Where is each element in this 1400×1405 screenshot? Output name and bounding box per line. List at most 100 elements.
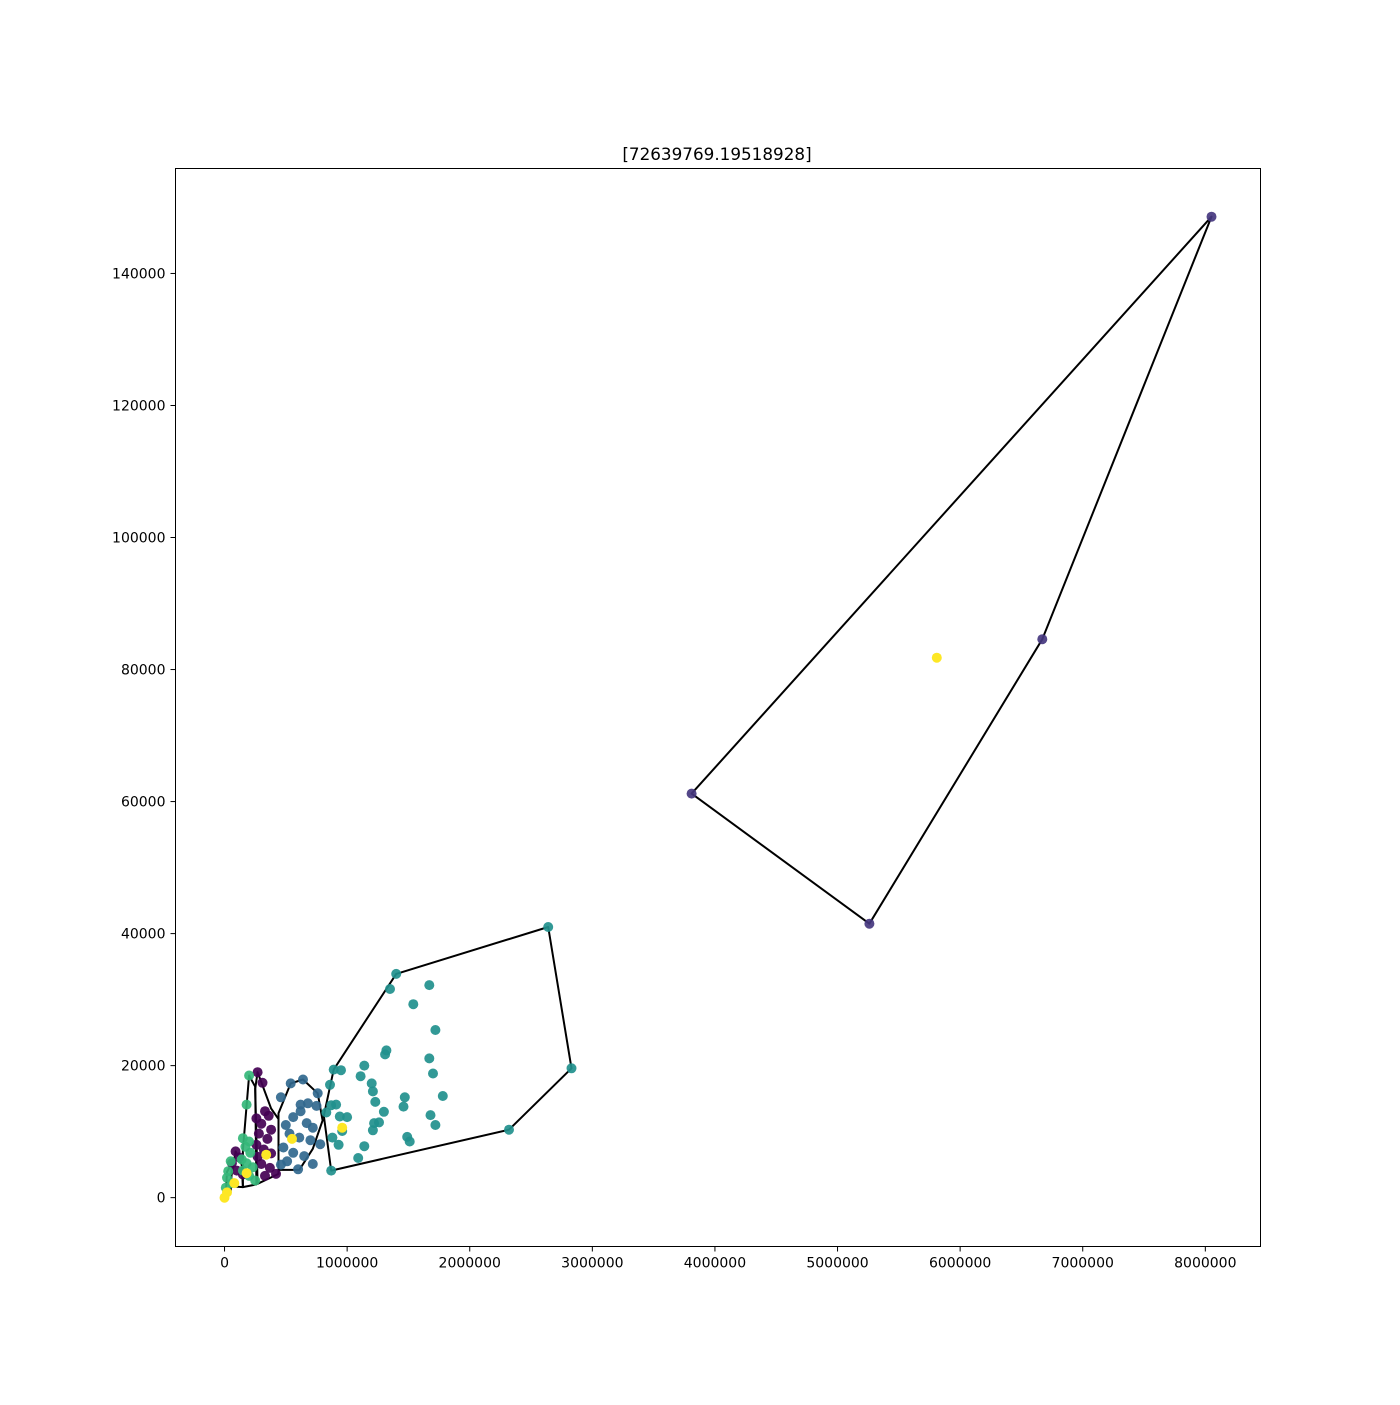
- scatter-point: [331, 1099, 342, 1110]
- scatter-point: [327, 1132, 338, 1143]
- scatter-point: [367, 1125, 378, 1136]
- scatter-point: [353, 1153, 364, 1163]
- scatter-point: [311, 1100, 322, 1111]
- x-tick-label: 1000000: [316, 1256, 378, 1272]
- centroid-point: [229, 1178, 240, 1189]
- scatter-point: [374, 1117, 384, 1128]
- scatter-point: [256, 1118, 267, 1129]
- centroid-point: [219, 1192, 230, 1203]
- centroid-point: [337, 1122, 348, 1133]
- scatter-point: [299, 1151, 310, 1162]
- y-tick-label: 140000: [112, 266, 165, 282]
- scatter-point: [257, 1077, 268, 1088]
- scatter-point: [288, 1112, 299, 1123]
- scatter-point: [263, 1110, 274, 1121]
- scatter-point: [307, 1159, 318, 1169]
- scatter-point: [391, 968, 402, 979]
- scatter-point: [285, 1078, 296, 1089]
- scatter-point: [425, 1110, 436, 1121]
- scatter-point: [288, 1147, 299, 1158]
- scatter-point: [334, 1111, 345, 1122]
- scatter-point: [252, 1067, 263, 1078]
- x-tick-label: 6000000: [929, 1256, 991, 1272]
- scatter-point: [256, 1159, 267, 1169]
- x-tick-label: 4000000: [684, 1256, 746, 1272]
- scatter-point: [253, 1128, 264, 1139]
- scatter-point: [370, 1096, 381, 1107]
- x-axis: 0 1000000 2000000 3000000 4000000 5000000 6000…: [220, 1246, 1237, 1272]
- scatter-point: [424, 980, 435, 991]
- scatter-point: [428, 1068, 438, 1079]
- scatter-point: [399, 1092, 410, 1103]
- y-tick-label: 20000: [121, 1059, 166, 1075]
- scatter-point: [864, 918, 875, 929]
- scatter-point: [298, 1074, 308, 1085]
- x-tick-label: 8000000: [1174, 1256, 1236, 1272]
- scatter-point: [404, 1136, 415, 1147]
- scatter-point: [326, 1165, 337, 1176]
- scatter-point: [260, 1170, 270, 1181]
- scatter-point: [225, 1156, 236, 1167]
- scatter-point: [566, 1063, 577, 1074]
- scatter-point: [305, 1135, 316, 1146]
- plot-frame: [175, 168, 1261, 1247]
- scatter-point: [264, 1162, 275, 1173]
- x-tick-label: 2000000: [439, 1256, 501, 1272]
- x-tick-label: 5000000: [806, 1256, 868, 1272]
- scatter-point: [543, 922, 554, 932]
- centroid-point: [931, 652, 942, 663]
- scatter-point: [408, 999, 419, 1010]
- scatter-point: [336, 1065, 346, 1076]
- scatter-point: [1037, 634, 1048, 645]
- scatter-point: [280, 1120, 291, 1130]
- y-tick-label: 120000: [112, 398, 165, 414]
- centroids-layer: [219, 652, 942, 1203]
- scatter-point: [275, 1159, 286, 1170]
- scatter-point: [333, 1139, 344, 1150]
- scatter-point: [321, 1107, 332, 1118]
- y-tick-label: 40000: [121, 927, 166, 943]
- scatter-point: [424, 1053, 435, 1064]
- scatter-point: [398, 1101, 409, 1112]
- scatter-point: [325, 1079, 335, 1090]
- centroid-point: [261, 1149, 272, 1160]
- x-tick-label: 3000000: [561, 1256, 623, 1272]
- scatter-point: [312, 1088, 323, 1099]
- points-layer: [220, 211, 1217, 1193]
- chart-title: [72639769.19518928]: [622, 144, 811, 164]
- scatter-point: [385, 984, 395, 994]
- scatter-point: [262, 1133, 273, 1144]
- scatter-point: [244, 1070, 255, 1081]
- scatter-point: [359, 1141, 370, 1152]
- scatter-point: [367, 1086, 378, 1097]
- scatter-point: [315, 1139, 326, 1150]
- x-tick-label: 7000000: [1052, 1256, 1114, 1272]
- scatter-point: [504, 1124, 514, 1135]
- y-tick-label: 0: [157, 1191, 166, 1207]
- scatter-point: [271, 1168, 281, 1179]
- x-tick-label: 0: [220, 1256, 229, 1272]
- scatter-point: [1206, 211, 1217, 222]
- scatter-point: [328, 1064, 339, 1075]
- scatter-point: [293, 1164, 304, 1175]
- scatter-point: [250, 1175, 261, 1186]
- scatter-point: [275, 1092, 286, 1103]
- scatter-point: [430, 1120, 441, 1130]
- scatter-point: [381, 1045, 392, 1056]
- scatter-point: [266, 1124, 277, 1135]
- scatter-point: [430, 1025, 441, 1035]
- scatter-point: [302, 1098, 313, 1109]
- scatter-point: [366, 1078, 377, 1089]
- y-tick-label: 100000: [112, 531, 165, 547]
- centroid-point: [241, 1168, 252, 1179]
- scatter-point: [245, 1147, 256, 1158]
- centroid-point: [287, 1133, 297, 1144]
- scatter-point: [437, 1091, 448, 1101]
- scatter-point: [359, 1060, 370, 1071]
- scatter-point: [342, 1112, 353, 1123]
- y-axis: 0 20000 40000 60000 80000 100000 120000 140000: [112, 266, 176, 1207]
- scatter-point: [241, 1099, 252, 1110]
- y-tick-label: 60000: [121, 795, 166, 811]
